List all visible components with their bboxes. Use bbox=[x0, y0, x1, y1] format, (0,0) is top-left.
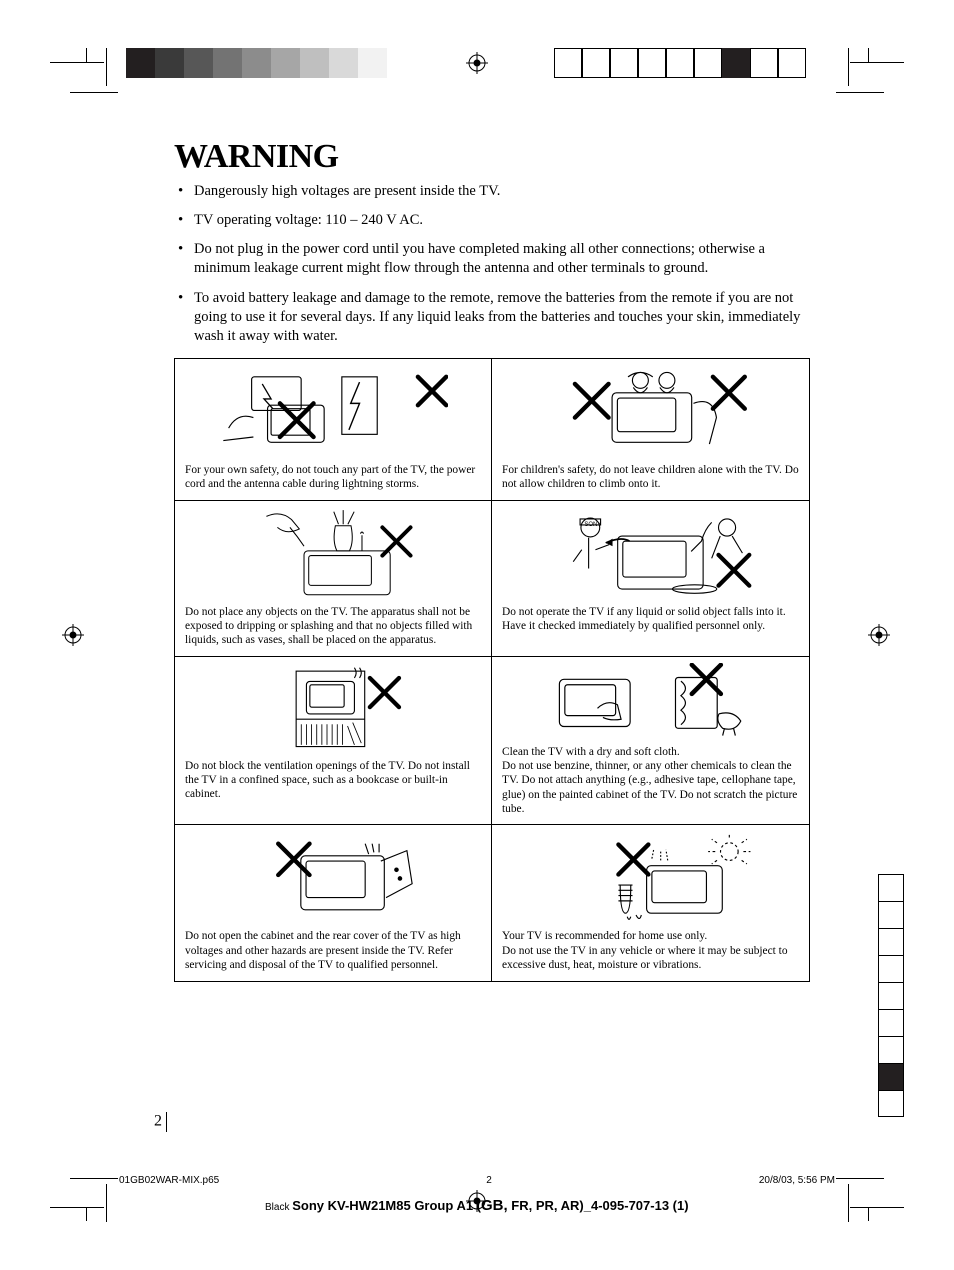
warning-cell-cleaning: Clean the TV with a dry and soft cloth. … bbox=[492, 657, 809, 826]
page-title: WARNING bbox=[174, 138, 810, 176]
warning-cell-cabinet: Do not open the cabinet and the rear cov… bbox=[175, 825, 492, 980]
bullet-item: Dangerously high voltages are present in… bbox=[194, 182, 810, 201]
warning-text: Your TV is recommended for home use only… bbox=[502, 929, 799, 972]
warning-text: Do not operate the TV if any liquid or s… bbox=[502, 605, 799, 634]
warning-text: For children's safety, do not leave chil… bbox=[502, 463, 799, 492]
warning-bullet-list: Dangerously high voltages are present in… bbox=[174, 182, 810, 346]
illustration-bookcase bbox=[185, 663, 481, 755]
warning-cell-environment: Your TV is recommended for home use only… bbox=[492, 825, 809, 980]
warning-illustration-grid: For your own safety, do not touch any pa… bbox=[174, 358, 810, 982]
warning-cell-objects: Do not place any objects on the TV. The … bbox=[175, 501, 492, 657]
bullet-item: TV operating voltage: 110 – 240 V AC. bbox=[194, 211, 810, 230]
warning-text: Clean the TV with a dry and soft cloth. … bbox=[502, 745, 799, 817]
footer-langs: FR, PR, AR)_4-095-707-13 (1) bbox=[508, 1198, 689, 1213]
footer-filename: 01GB02WAR-MIX.p65 bbox=[119, 1175, 219, 1186]
warning-cell-liquid: SONY Do not operate the TV if any liquid… bbox=[492, 501, 809, 657]
illustration-vase bbox=[185, 507, 481, 601]
footer-gb: GB, bbox=[481, 1197, 508, 1214]
warning-text: Do not open the cabinet and the rear cov… bbox=[185, 929, 481, 972]
illustration-cleaning bbox=[502, 663, 799, 741]
footer-datetime: 20/8/03, 5:56 PM bbox=[759, 1175, 835, 1186]
illustration-children bbox=[502, 365, 799, 459]
footer-color: Black bbox=[265, 1202, 289, 1213]
footer-product-line: Black Sony KV-HW21M85 Group A1 (GB, FR, … bbox=[265, 1197, 689, 1214]
registration-mark-top bbox=[466, 52, 488, 74]
page-number-value: 2 bbox=[154, 1113, 162, 1130]
registration-mark-left bbox=[62, 624, 84, 646]
warning-text: For your own safety, do not touch any pa… bbox=[185, 463, 481, 492]
svg-text:SONY: SONY bbox=[584, 521, 601, 527]
warning-cell-children: For children's safety, do not leave chil… bbox=[492, 359, 809, 501]
footer-metadata-line: 01GB02WAR-MIX.p65 2 20/8/03, 5:56 PM bbox=[119, 1175, 835, 1186]
bullet-item: To avoid battery leakage and damage to t… bbox=[194, 289, 810, 346]
warning-text: Do not place any objects on the TV. The … bbox=[185, 605, 481, 648]
registration-mark-right bbox=[868, 624, 890, 646]
illustration-lightning bbox=[185, 365, 481, 459]
warning-cell-ventilation: Do not block the ventilation openings of… bbox=[175, 657, 492, 826]
color-swatches-top-left bbox=[126, 48, 387, 78]
page-content: WARNING Dangerously high voltages are pr… bbox=[174, 138, 810, 982]
footer-page: 2 bbox=[486, 1175, 492, 1186]
footer-product: Sony KV-HW21M85 Group A1 ( bbox=[292, 1198, 481, 1213]
page-number: 2 bbox=[154, 1112, 175, 1132]
illustration-spill: SONY bbox=[502, 507, 799, 601]
warning-cell-lightning: For your own safety, do not touch any pa… bbox=[175, 359, 492, 501]
color-swatches-right bbox=[878, 874, 904, 1117]
bullet-item: Do not plug in the power cord until you … bbox=[194, 240, 810, 278]
warning-text: Do not block the ventilation openings of… bbox=[185, 759, 481, 802]
color-swatches-top-right bbox=[554, 48, 806, 78]
illustration-heat-sun bbox=[502, 831, 799, 925]
illustration-open-cabinet bbox=[185, 831, 481, 925]
